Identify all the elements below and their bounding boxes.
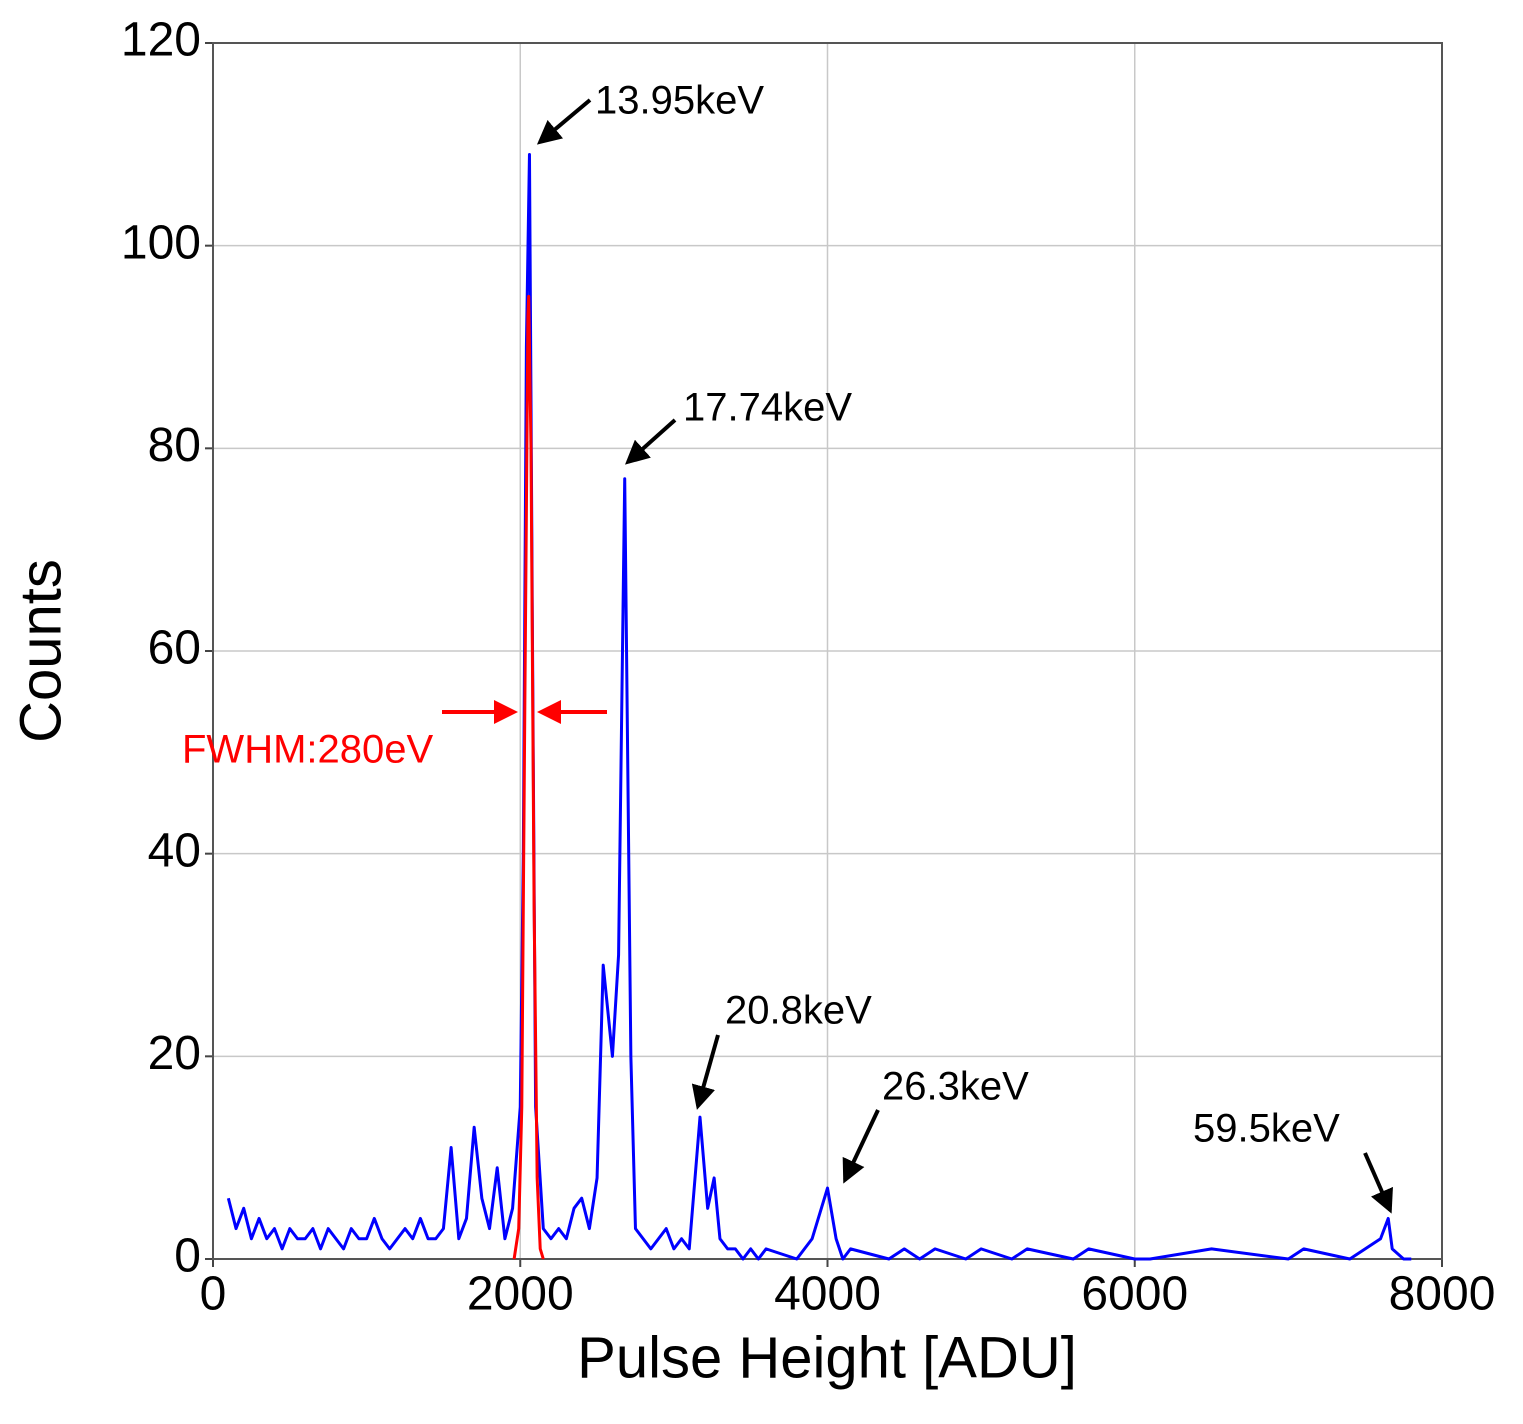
x-tick-label: 4000 bbox=[774, 1268, 881, 1321]
y-tick-label: 40 bbox=[148, 824, 201, 877]
annotation: 13.95keV bbox=[595, 79, 764, 123]
annotation: 59.5keV bbox=[1193, 1107, 1340, 1151]
y-tick-label: 60 bbox=[148, 622, 201, 675]
annotation-arrow bbox=[1363, 1152, 1393, 1214]
spectrum-line bbox=[512, 294, 545, 1260]
annotation-arrow bbox=[691, 1034, 720, 1110]
y-axis-label: Counts bbox=[8, 559, 73, 743]
annotation-arrow bbox=[625, 418, 677, 465]
x-tick-label: 8000 bbox=[1389, 1268, 1496, 1321]
y-tick-label: 100 bbox=[121, 216, 201, 269]
y-tick-label: 0 bbox=[174, 1230, 201, 1283]
annotation-arrow bbox=[842, 1109, 880, 1184]
x-tick-label: 0 bbox=[200, 1268, 227, 1321]
annotation: 20.8keV bbox=[725, 989, 872, 1033]
spectrum-line bbox=[226, 152, 1412, 1261]
annotation: 17.74keV bbox=[683, 386, 852, 430]
annotation-arrow bbox=[536, 98, 592, 145]
x-tick-label: 2000 bbox=[467, 1268, 574, 1321]
y-tick-label: 120 bbox=[121, 14, 201, 67]
x-tick-label: 6000 bbox=[1081, 1268, 1188, 1321]
annotation: FWHM:280eV bbox=[182, 728, 433, 772]
y-tick-label: 20 bbox=[148, 1027, 201, 1080]
plot-frame bbox=[212, 42, 1443, 1260]
y-tick-label: 80 bbox=[148, 419, 201, 472]
x-axis-label: Pulse Height [ADU] bbox=[577, 1325, 1077, 1390]
annotation: 26.3keV bbox=[882, 1065, 1029, 1109]
